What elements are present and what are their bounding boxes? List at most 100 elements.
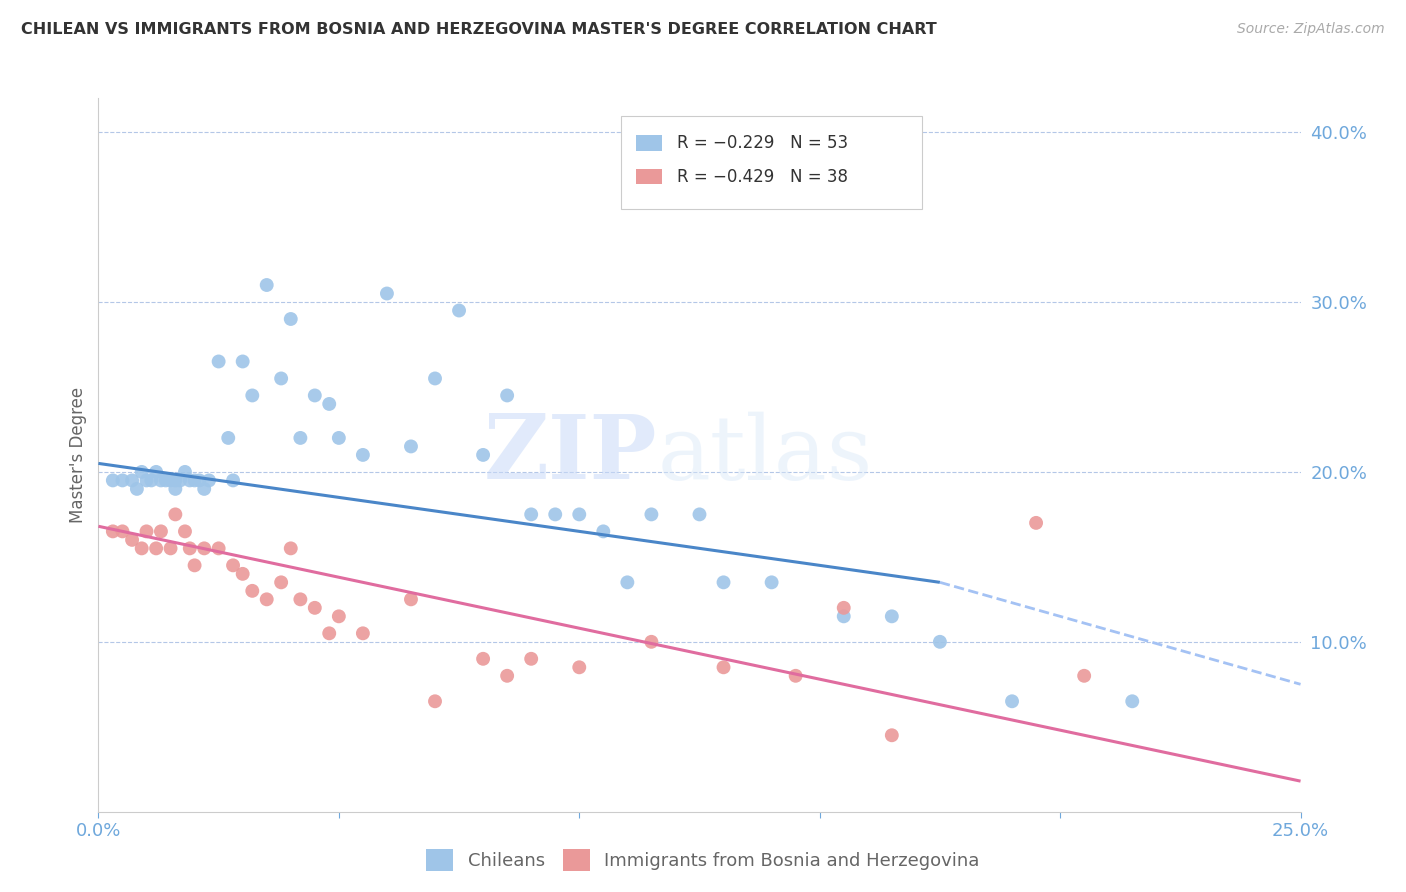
- Point: [111, 524, 134, 539]
- Point: [1001, 694, 1024, 708]
- Point: [149, 474, 172, 488]
- Point: [318, 626, 340, 640]
- Legend: Chileans, Immigrants from Bosnia and Herzegovina: Chileans, Immigrants from Bosnia and Her…: [419, 842, 987, 879]
- Point: [145, 465, 167, 479]
- Point: [188, 474, 211, 488]
- Point: [232, 354, 254, 368]
- Point: [304, 388, 326, 402]
- Point: [689, 508, 711, 522]
- Point: [101, 524, 124, 539]
- Point: [155, 474, 177, 488]
- Point: [423, 694, 446, 708]
- Point: [352, 626, 374, 640]
- Point: [121, 474, 143, 488]
- Point: [568, 660, 591, 674]
- Point: [125, 482, 148, 496]
- Point: [174, 465, 197, 479]
- Text: R = −0.429   N = 38: R = −0.429 N = 38: [676, 168, 848, 186]
- Point: [832, 609, 855, 624]
- Point: [165, 508, 187, 522]
- Point: [222, 474, 245, 488]
- Point: [135, 474, 157, 488]
- Point: [256, 278, 278, 293]
- Point: [544, 508, 567, 522]
- Point: [280, 541, 302, 556]
- Point: [149, 524, 172, 539]
- Point: [616, 575, 638, 590]
- Point: [111, 474, 134, 488]
- Point: [159, 541, 181, 556]
- Point: [165, 482, 187, 496]
- Point: [318, 397, 340, 411]
- Point: [520, 652, 543, 666]
- Point: [761, 575, 783, 590]
- Text: atlas: atlas: [658, 411, 873, 499]
- Point: [713, 575, 735, 590]
- Point: [131, 541, 153, 556]
- Point: [198, 474, 221, 488]
- Point: [270, 371, 292, 385]
- Point: [520, 508, 543, 522]
- Point: [496, 669, 519, 683]
- Point: [208, 354, 231, 368]
- Point: [785, 669, 807, 683]
- Point: [183, 474, 205, 488]
- Point: [240, 388, 263, 402]
- Point: [472, 652, 495, 666]
- Point: [496, 388, 519, 402]
- Text: Source: ZipAtlas.com: Source: ZipAtlas.com: [1237, 22, 1385, 37]
- Point: [232, 566, 254, 581]
- Point: [193, 541, 215, 556]
- Point: [399, 592, 422, 607]
- Point: [399, 439, 422, 453]
- FancyBboxPatch shape: [621, 116, 922, 209]
- Point: [217, 431, 239, 445]
- Point: [928, 635, 950, 649]
- Point: [169, 474, 191, 488]
- Point: [240, 583, 263, 598]
- Point: [222, 558, 245, 573]
- Point: [179, 474, 201, 488]
- Point: [159, 474, 181, 488]
- Y-axis label: Master's Degree: Master's Degree: [69, 387, 87, 523]
- Point: [290, 592, 312, 607]
- Point: [328, 609, 350, 624]
- Point: [256, 592, 278, 607]
- Point: [352, 448, 374, 462]
- Point: [290, 431, 312, 445]
- Text: R = −0.229   N = 53: R = −0.229 N = 53: [676, 134, 848, 152]
- FancyBboxPatch shape: [636, 169, 662, 185]
- Point: [304, 600, 326, 615]
- Point: [592, 524, 614, 539]
- Point: [270, 575, 292, 590]
- Point: [832, 600, 855, 615]
- Point: [880, 728, 903, 742]
- Point: [193, 482, 215, 496]
- Point: [1025, 516, 1047, 530]
- Point: [145, 541, 167, 556]
- Point: [165, 474, 187, 488]
- Point: [640, 508, 662, 522]
- Point: [640, 635, 662, 649]
- Point: [280, 312, 302, 326]
- Point: [183, 558, 205, 573]
- Point: [141, 474, 163, 488]
- Point: [208, 541, 231, 556]
- Point: [713, 660, 735, 674]
- Point: [1073, 669, 1095, 683]
- Text: ZIP: ZIP: [484, 411, 658, 499]
- Point: [1121, 694, 1143, 708]
- Point: [472, 448, 495, 462]
- FancyBboxPatch shape: [636, 136, 662, 151]
- Point: [121, 533, 143, 547]
- Point: [179, 541, 201, 556]
- Point: [568, 508, 591, 522]
- Point: [135, 524, 157, 539]
- Point: [447, 303, 470, 318]
- Point: [101, 474, 124, 488]
- Point: [880, 609, 903, 624]
- Point: [131, 465, 153, 479]
- Point: [328, 431, 350, 445]
- Point: [174, 524, 197, 539]
- Point: [423, 371, 446, 385]
